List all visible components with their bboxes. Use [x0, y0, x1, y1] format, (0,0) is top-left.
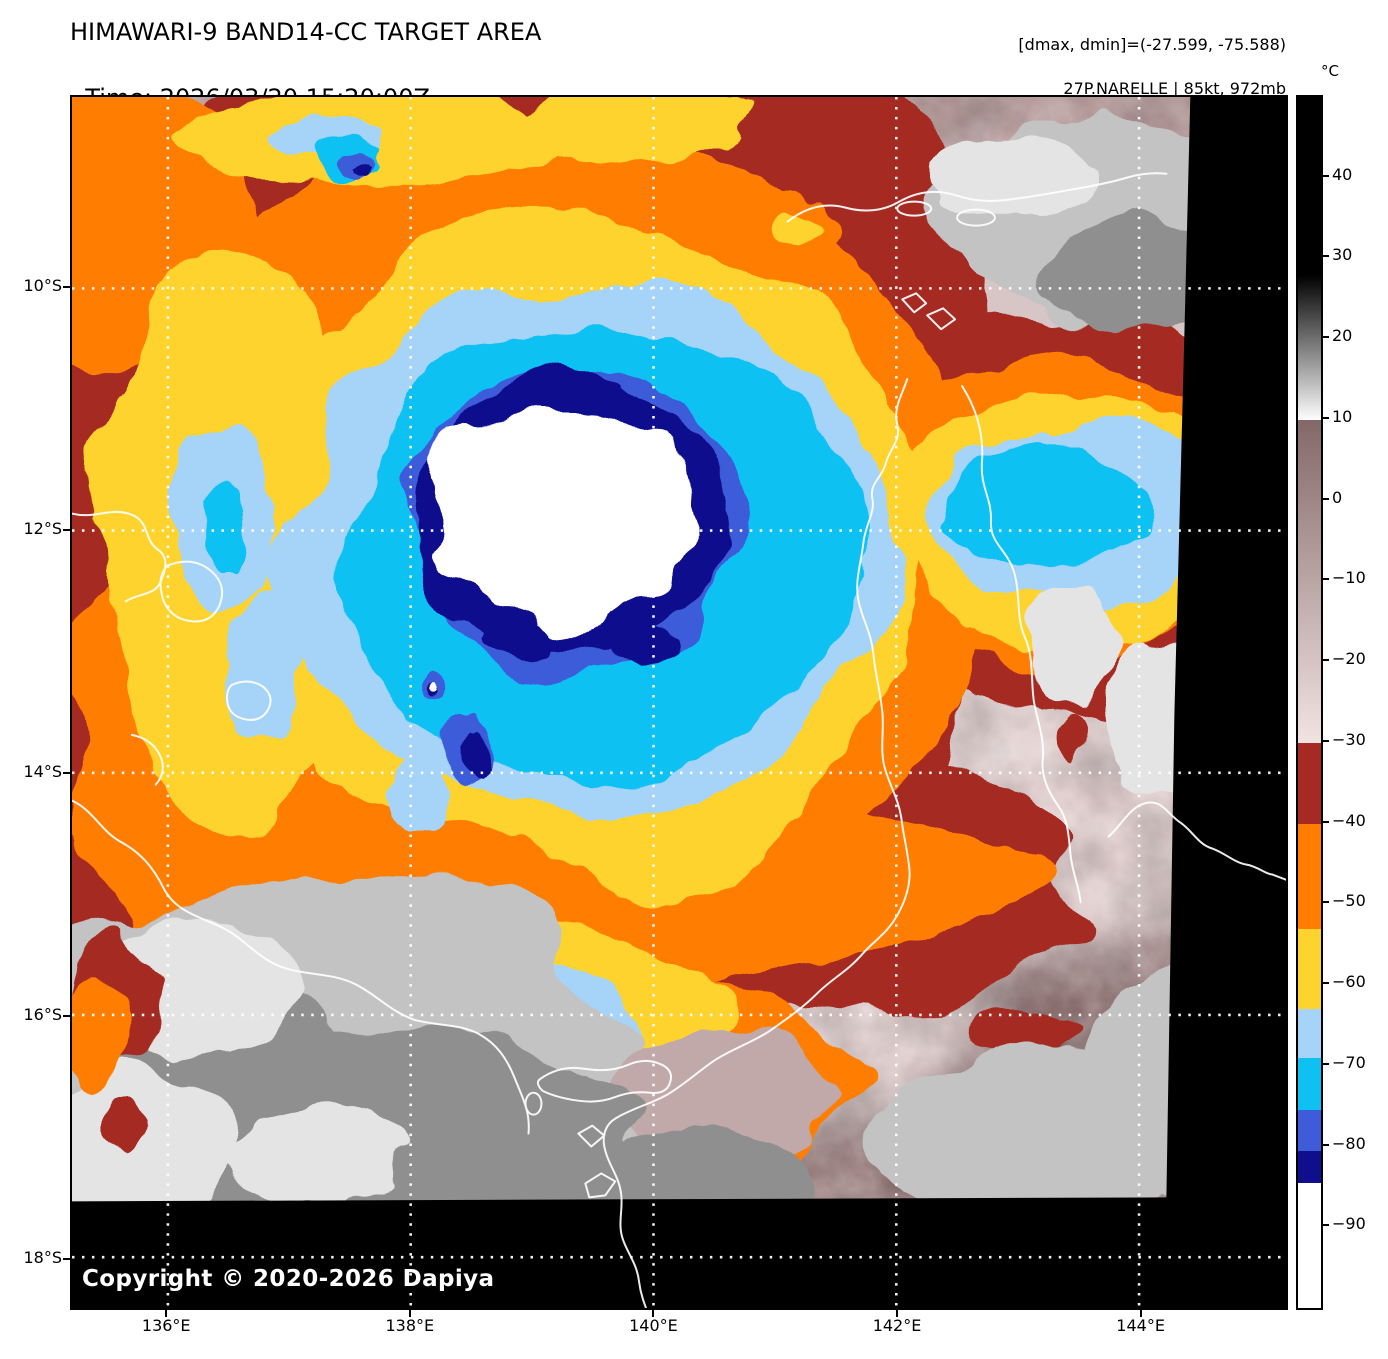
satellite-ir-image — [72, 97, 1286, 1308]
lon-axis-tick — [1139, 1310, 1142, 1317]
lon-axis-label: 144°E — [1116, 1316, 1165, 1335]
lat-axis-label: 10°S — [23, 275, 62, 295]
colorbar-tick-label: 30 — [1332, 245, 1353, 265]
lat-axis-label: 18°S — [23, 1247, 62, 1267]
storm-intensity-readout: 27P.NARELLE | 85kt, 972mb — [1063, 79, 1286, 98]
navy-intrusions — [477, 374, 681, 663]
lon-axis-label: 138°E — [385, 1316, 435, 1335]
colorbar-tick-label: −40 — [1332, 810, 1366, 830]
lon-axis-label: 140°E — [629, 1316, 678, 1335]
colorbar-tick-label: −60 — [1332, 972, 1366, 992]
lat-axis-tick — [63, 285, 70, 288]
lon-axis-tick — [408, 1310, 411, 1317]
colorbar-tick — [1323, 982, 1329, 985]
west-edge-orange-fragment — [72, 983, 130, 1090]
colorbar-unit-label: °C — [1321, 62, 1339, 80]
colorbar-tick — [1323, 1224, 1329, 1227]
colorbar-tick — [1323, 174, 1329, 177]
colorbar-segment — [1298, 1182, 1321, 1308]
colorbar-tick — [1323, 416, 1329, 419]
colorbar-segment — [1298, 1057, 1321, 1111]
lat-axis-label: 12°S — [23, 518, 62, 538]
colorbar-segment — [1298, 823, 1321, 930]
colorbar — [1296, 95, 1323, 1310]
dmax-dmin-readout: [dmax, dmin]=(-27.599, -75.588) — [1018, 35, 1286, 54]
coastlines — [72, 172, 1286, 1308]
colorbar-tick-label: −90 — [1332, 1214, 1366, 1234]
lon-axis-tick — [652, 1310, 655, 1317]
lat-axis-tick — [63, 771, 70, 774]
storm-info: [dmax, dmin]=(-27.599, -75.588) 27P.NARE… — [1018, 34, 1286, 100]
colorbar-tick — [1323, 820, 1329, 823]
colorbar-tick — [1323, 1143, 1329, 1146]
lat-axis-tick — [63, 528, 70, 531]
colorbar-segment — [1298, 742, 1321, 825]
lon-axis-tick — [896, 1310, 899, 1317]
colorbar-tick — [1323, 255, 1329, 258]
colorbar-tick-label: −10 — [1332, 568, 1366, 588]
colorbar-tick — [1323, 901, 1329, 904]
colorbar-tick — [1323, 739, 1329, 742]
colorbar-tick-label: 0 — [1332, 487, 1343, 507]
colorbar-segment — [1298, 274, 1321, 421]
colorbar-tick — [1323, 659, 1329, 662]
colorbar-tick — [1323, 578, 1329, 581]
title-line1: HIMAWARI-9 BAND14-CC TARGET AREA — [70, 18, 542, 46]
colorbar-tick-label: −20 — [1332, 649, 1366, 669]
colorbar-tick-label: −50 — [1332, 891, 1366, 911]
colorbar-tick — [1323, 336, 1329, 339]
colorbar-tick-label: 40 — [1332, 164, 1353, 184]
colorbar-tick — [1323, 1062, 1329, 1065]
colorbar-tick-label: −70 — [1332, 1052, 1366, 1072]
lat-axis-tick — [63, 1014, 70, 1017]
colorbar-segment — [1298, 1110, 1321, 1152]
lat-axis-tick — [63, 1257, 70, 1260]
colorbar-tick-label: 10 — [1332, 406, 1353, 426]
satellite-map: Copyright © 2020-2026 Dapiya — [70, 95, 1288, 1310]
lon-axis-tick — [165, 1310, 168, 1317]
colorbar-tick — [1323, 497, 1329, 500]
lat-axis-label: 16°S — [23, 1004, 62, 1024]
lat-axis-label: 14°S — [23, 761, 62, 781]
colorbar-segment — [1298, 1150, 1321, 1184]
colorbar-segment — [1298, 1009, 1321, 1059]
colorbar-tick-label: 20 — [1332, 326, 1353, 346]
colorbar-tick-label: −30 — [1332, 729, 1366, 749]
colorbar-tick-label: −80 — [1332, 1133, 1366, 1153]
lon-axis-label: 136°E — [141, 1316, 191, 1335]
overshooting-white-core — [429, 412, 695, 697]
colorbar-segment — [1298, 97, 1321, 276]
copyright-label: Copyright © 2020-2026 Dapiya — [82, 1266, 495, 1292]
colorbar-segment — [1298, 928, 1321, 1010]
colorbar-segment — [1298, 419, 1321, 744]
lon-axis-label: 142°E — [872, 1316, 922, 1335]
